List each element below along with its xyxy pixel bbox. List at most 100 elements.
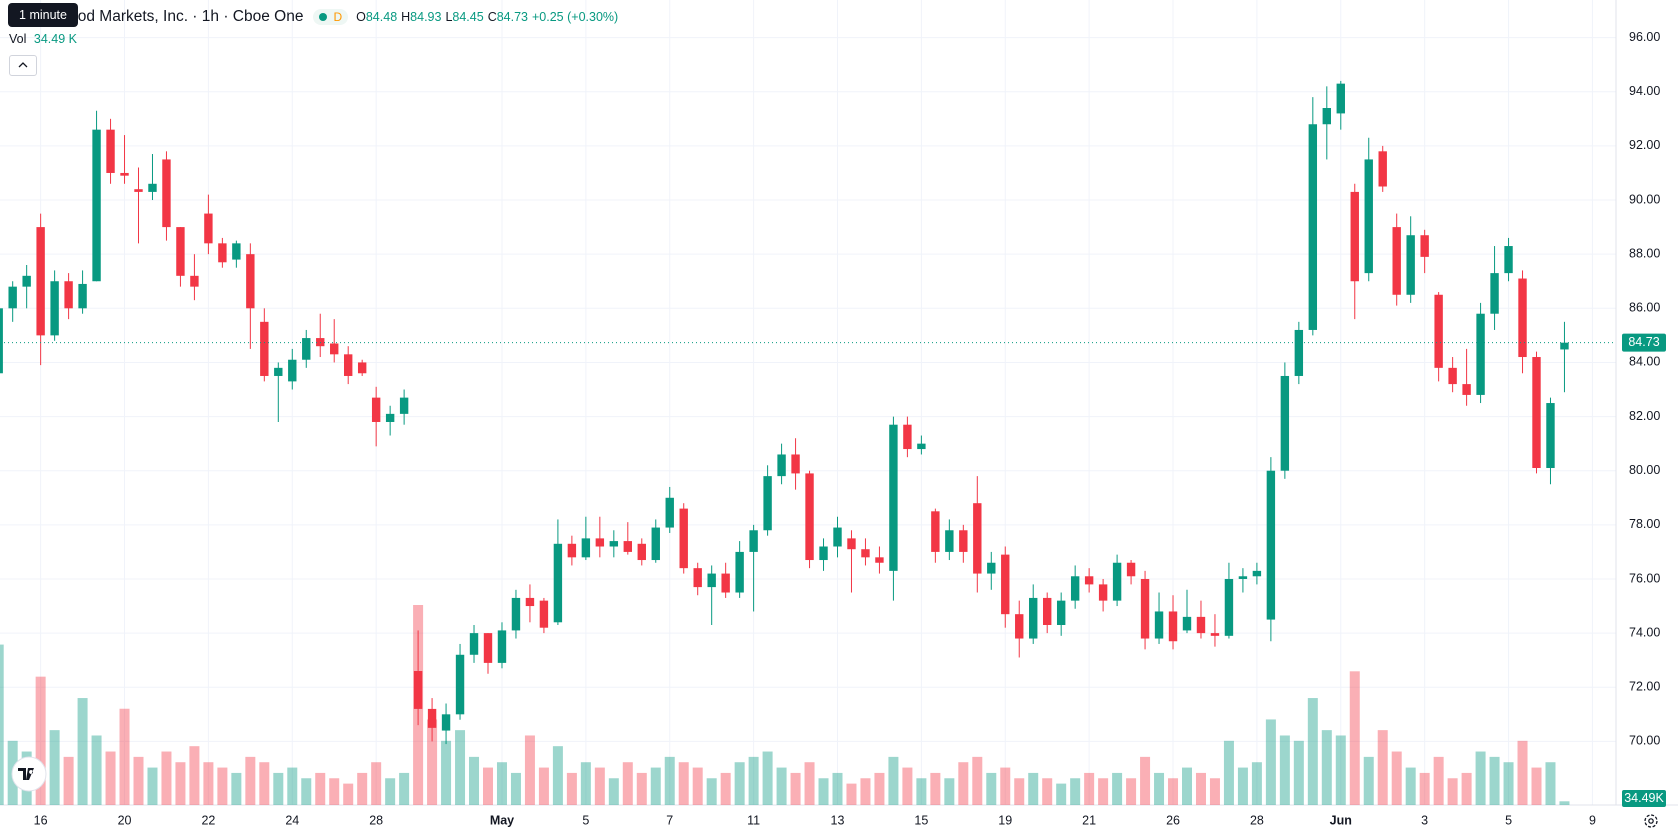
tooltip: 1 minute: [8, 3, 78, 27]
volume-bar: [902, 767, 913, 805]
chevron: [18, 62, 28, 68]
candle-body: [1532, 357, 1541, 469]
y-tick-label: 74.00: [1629, 625, 1660, 639]
volume-bar: [874, 772, 885, 805]
x-tick-label: 16: [34, 813, 48, 827]
ohlc-high: H84.93: [401, 10, 441, 24]
volume-bar: [1377, 730, 1388, 805]
candle-body: [92, 129, 101, 282]
volume-bar: [1545, 762, 1556, 805]
volume-bar: [706, 778, 717, 805]
volume-bar: [1419, 772, 1430, 805]
gear-inner: [1648, 818, 1654, 824]
volume-bar: [1140, 756, 1151, 805]
candle-body: [371, 397, 381, 422]
candle-body: [1182, 616, 1192, 631]
volume-bar: [343, 783, 354, 805]
x-tick-label: 28: [369, 813, 383, 827]
label: O: [356, 10, 366, 24]
volume-bar: [385, 778, 396, 805]
volume-bar: [692, 767, 703, 805]
candle-body: [1336, 83, 1345, 114]
x-tick-label: 26: [1166, 813, 1180, 827]
volume-bar: [748, 756, 759, 805]
candle-body: [707, 573, 716, 588]
volume-bar: [1461, 772, 1472, 805]
candle-body: [623, 541, 632, 552]
candle-body: [1070, 576, 1080, 601]
candle-body: [945, 530, 954, 552]
volume-bar: [1405, 767, 1416, 805]
volume-bar: [776, 767, 787, 805]
candle-body: [427, 708, 437, 728]
volume-bar: [147, 767, 158, 805]
volume-bar: [49, 730, 60, 805]
candle-body: [1546, 403, 1555, 469]
candle-body: [260, 321, 269, 376]
candles: [0, 80, 1569, 745]
candle-body: [246, 254, 255, 309]
volume-bar: [552, 746, 563, 805]
candle-body: [218, 243, 227, 263]
candle-body: [1238, 576, 1248, 579]
candle-body: [1224, 578, 1234, 636]
volume-bar: [427, 719, 438, 805]
volume-bar: [958, 762, 969, 805]
volume-legend: Vol 34.49 K: [9, 32, 77, 46]
volume-bar: [1098, 778, 1109, 805]
volume-bar: [804, 762, 815, 805]
y-tick-label: 84.00: [1629, 355, 1660, 369]
logo-mark: [18, 768, 34, 780]
settings-icon[interactable]: [1644, 814, 1658, 828]
vol-value: 34.49 K: [33, 32, 77, 46]
volume-bar: [1084, 772, 1095, 805]
y-tick-label: 70.00: [1629, 734, 1660, 748]
volume-bar: [1391, 751, 1402, 805]
volume-bar: [1223, 740, 1234, 805]
candle-body: [1084, 576, 1094, 585]
candle-body: [525, 597, 535, 607]
volume-bar: [483, 767, 493, 805]
volume-bar: [762, 751, 773, 805]
label: L: [445, 10, 453, 24]
volume-bar: [1251, 762, 1262, 805]
candle-body: [875, 557, 884, 563]
candle-body: [1140, 578, 1150, 639]
candle-body: [1364, 159, 1373, 274]
volume-bar: [1014, 778, 1025, 805]
candle-body: [1029, 597, 1038, 639]
volume-bar: [664, 756, 675, 805]
candle-body: [274, 367, 283, 376]
volume-bar: [1321, 730, 1332, 805]
y-tick-label: 96.00: [1629, 30, 1660, 44]
volume-bar: [1042, 778, 1053, 805]
vol-label: Vol: [9, 32, 27, 46]
volume-bar: [538, 767, 549, 805]
volume-bar: [231, 772, 242, 805]
volume-bar: [161, 751, 172, 805]
status-badge: D: [313, 9, 349, 25]
collapse-button[interactable]: [9, 55, 37, 76]
y-tick-label: 82.00: [1629, 409, 1660, 423]
candle-body: [595, 538, 605, 547]
volume-bar: [636, 772, 647, 805]
x-tick-label: 28: [1250, 813, 1264, 827]
volume-bar: [1447, 778, 1458, 805]
candle-body: [148, 183, 157, 192]
volume-bar: [455, 730, 466, 805]
volume-bar: [888, 756, 899, 805]
volume-bar: [371, 762, 382, 805]
candle-body: [805, 473, 814, 561]
volume-bar: [496, 762, 507, 805]
volume-bar: [1349, 671, 1360, 805]
candle-body: [120, 172, 129, 176]
candle-body: [385, 413, 395, 422]
candle-body: [1462, 384, 1471, 395]
y-tick-label: 92.00: [1629, 138, 1660, 152]
volume-bar: [399, 772, 410, 805]
volume-bar: [1195, 772, 1206, 805]
symbol-title: Robinhood Markets, Inc. · 1h · Cboe One: [20, 8, 304, 25]
x-tick-label: 3: [1421, 813, 1428, 827]
volume-bar: [608, 778, 619, 805]
